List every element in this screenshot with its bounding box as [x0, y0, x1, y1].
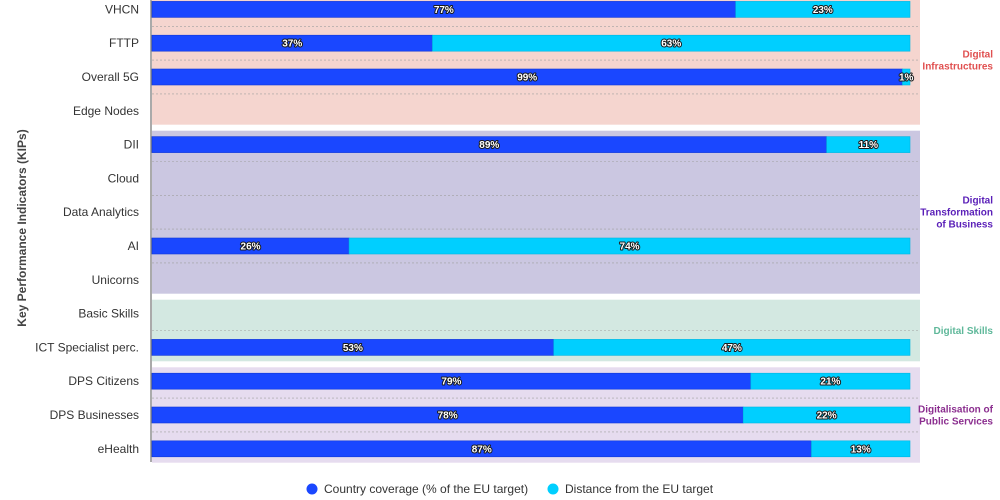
data-label: 13% — [851, 444, 871, 455]
data-label: 1% — [899, 73, 914, 84]
data-label: 37% — [282, 39, 302, 50]
category-label: VHCN — [105, 2, 139, 16]
category-label: DPS Businesses — [50, 408, 139, 422]
bars: 77% 23% 37% 63% 99% 1% 89% 11% 26% 74% 53% 47% 79% 21… — [151, 1, 915, 458]
data-label: 79% — [441, 377, 461, 388]
legend-marker-country-coverage — [306, 483, 318, 495]
data-label: 74% — [620, 242, 640, 253]
data-label: 99% — [517, 73, 537, 84]
bar-distance-from-target — [811, 440, 911, 458]
legend-entry: Country coverage (% of the EU target) — [324, 482, 528, 496]
data-label: 53% — [343, 343, 363, 354]
group-label: Digital Infrastructures — [922, 50, 993, 73]
data-label: 23% — [813, 5, 833, 16]
category-label: AI — [128, 239, 139, 253]
legend-entry: Distance from the EU target — [565, 482, 714, 496]
bar-distance-from-target — [750, 372, 911, 390]
group-label: Digital Transformation of Business — [920, 196, 993, 231]
bar-distance-from-target — [826, 136, 911, 153]
bar-distance-from-target — [553, 339, 911, 356]
category-label: Overall 5G — [82, 70, 139, 84]
category-labels: VHCN FTTP Overall 5G Edge Nodes DII Cloud Data… — [35, 2, 139, 455]
category-label: Cloud — [108, 171, 139, 185]
category-label: Data Analytics — [63, 205, 139, 219]
category-label: eHealth — [98, 442, 139, 456]
data-label: 21% — [820, 377, 840, 388]
data-label: 26% — [241, 242, 261, 253]
data-label: 89% — [479, 140, 499, 151]
data-label: 77% — [434, 5, 454, 16]
bar-distance-from-target — [348, 237, 911, 255]
legend-marker-distance — [547, 483, 559, 495]
data-label: 63% — [661, 39, 681, 50]
group-band — [152, 0, 920, 125]
data-label: 22% — [817, 411, 837, 422]
group-label: Digitalisation of Public Services — [918, 405, 994, 428]
bar-distance-from-target — [902, 68, 911, 86]
bar-distance-from-target — [742, 406, 911, 424]
data-label: 47% — [722, 343, 742, 354]
category-label: FTTP — [109, 36, 139, 50]
group-band — [152, 130, 920, 294]
y-axis-title: Key Performance Indicators (KIPs) — [15, 129, 29, 326]
category-label: Unicorns — [92, 273, 139, 287]
data-label: 87% — [472, 444, 492, 455]
data-label: 11% — [859, 140, 879, 151]
category-label: DII — [124, 138, 139, 152]
group-labels: Digital Infrastructures Digital Transformat… — [918, 50, 994, 428]
legend: Country coverage (% of the EU target) Dis… — [306, 482, 714, 496]
category-label: DPS Citizens — [68, 374, 139, 388]
data-label: 78% — [438, 411, 458, 422]
group-label: Digital Skills — [934, 326, 994, 337]
category-label: Basic Skills — [78, 307, 139, 321]
category-label: ICT Specialist perc. — [35, 340, 139, 354]
bar-distance-from-target — [432, 34, 911, 52]
bar-distance-from-target — [735, 1, 911, 18]
category-label: Edge Nodes — [73, 104, 139, 118]
